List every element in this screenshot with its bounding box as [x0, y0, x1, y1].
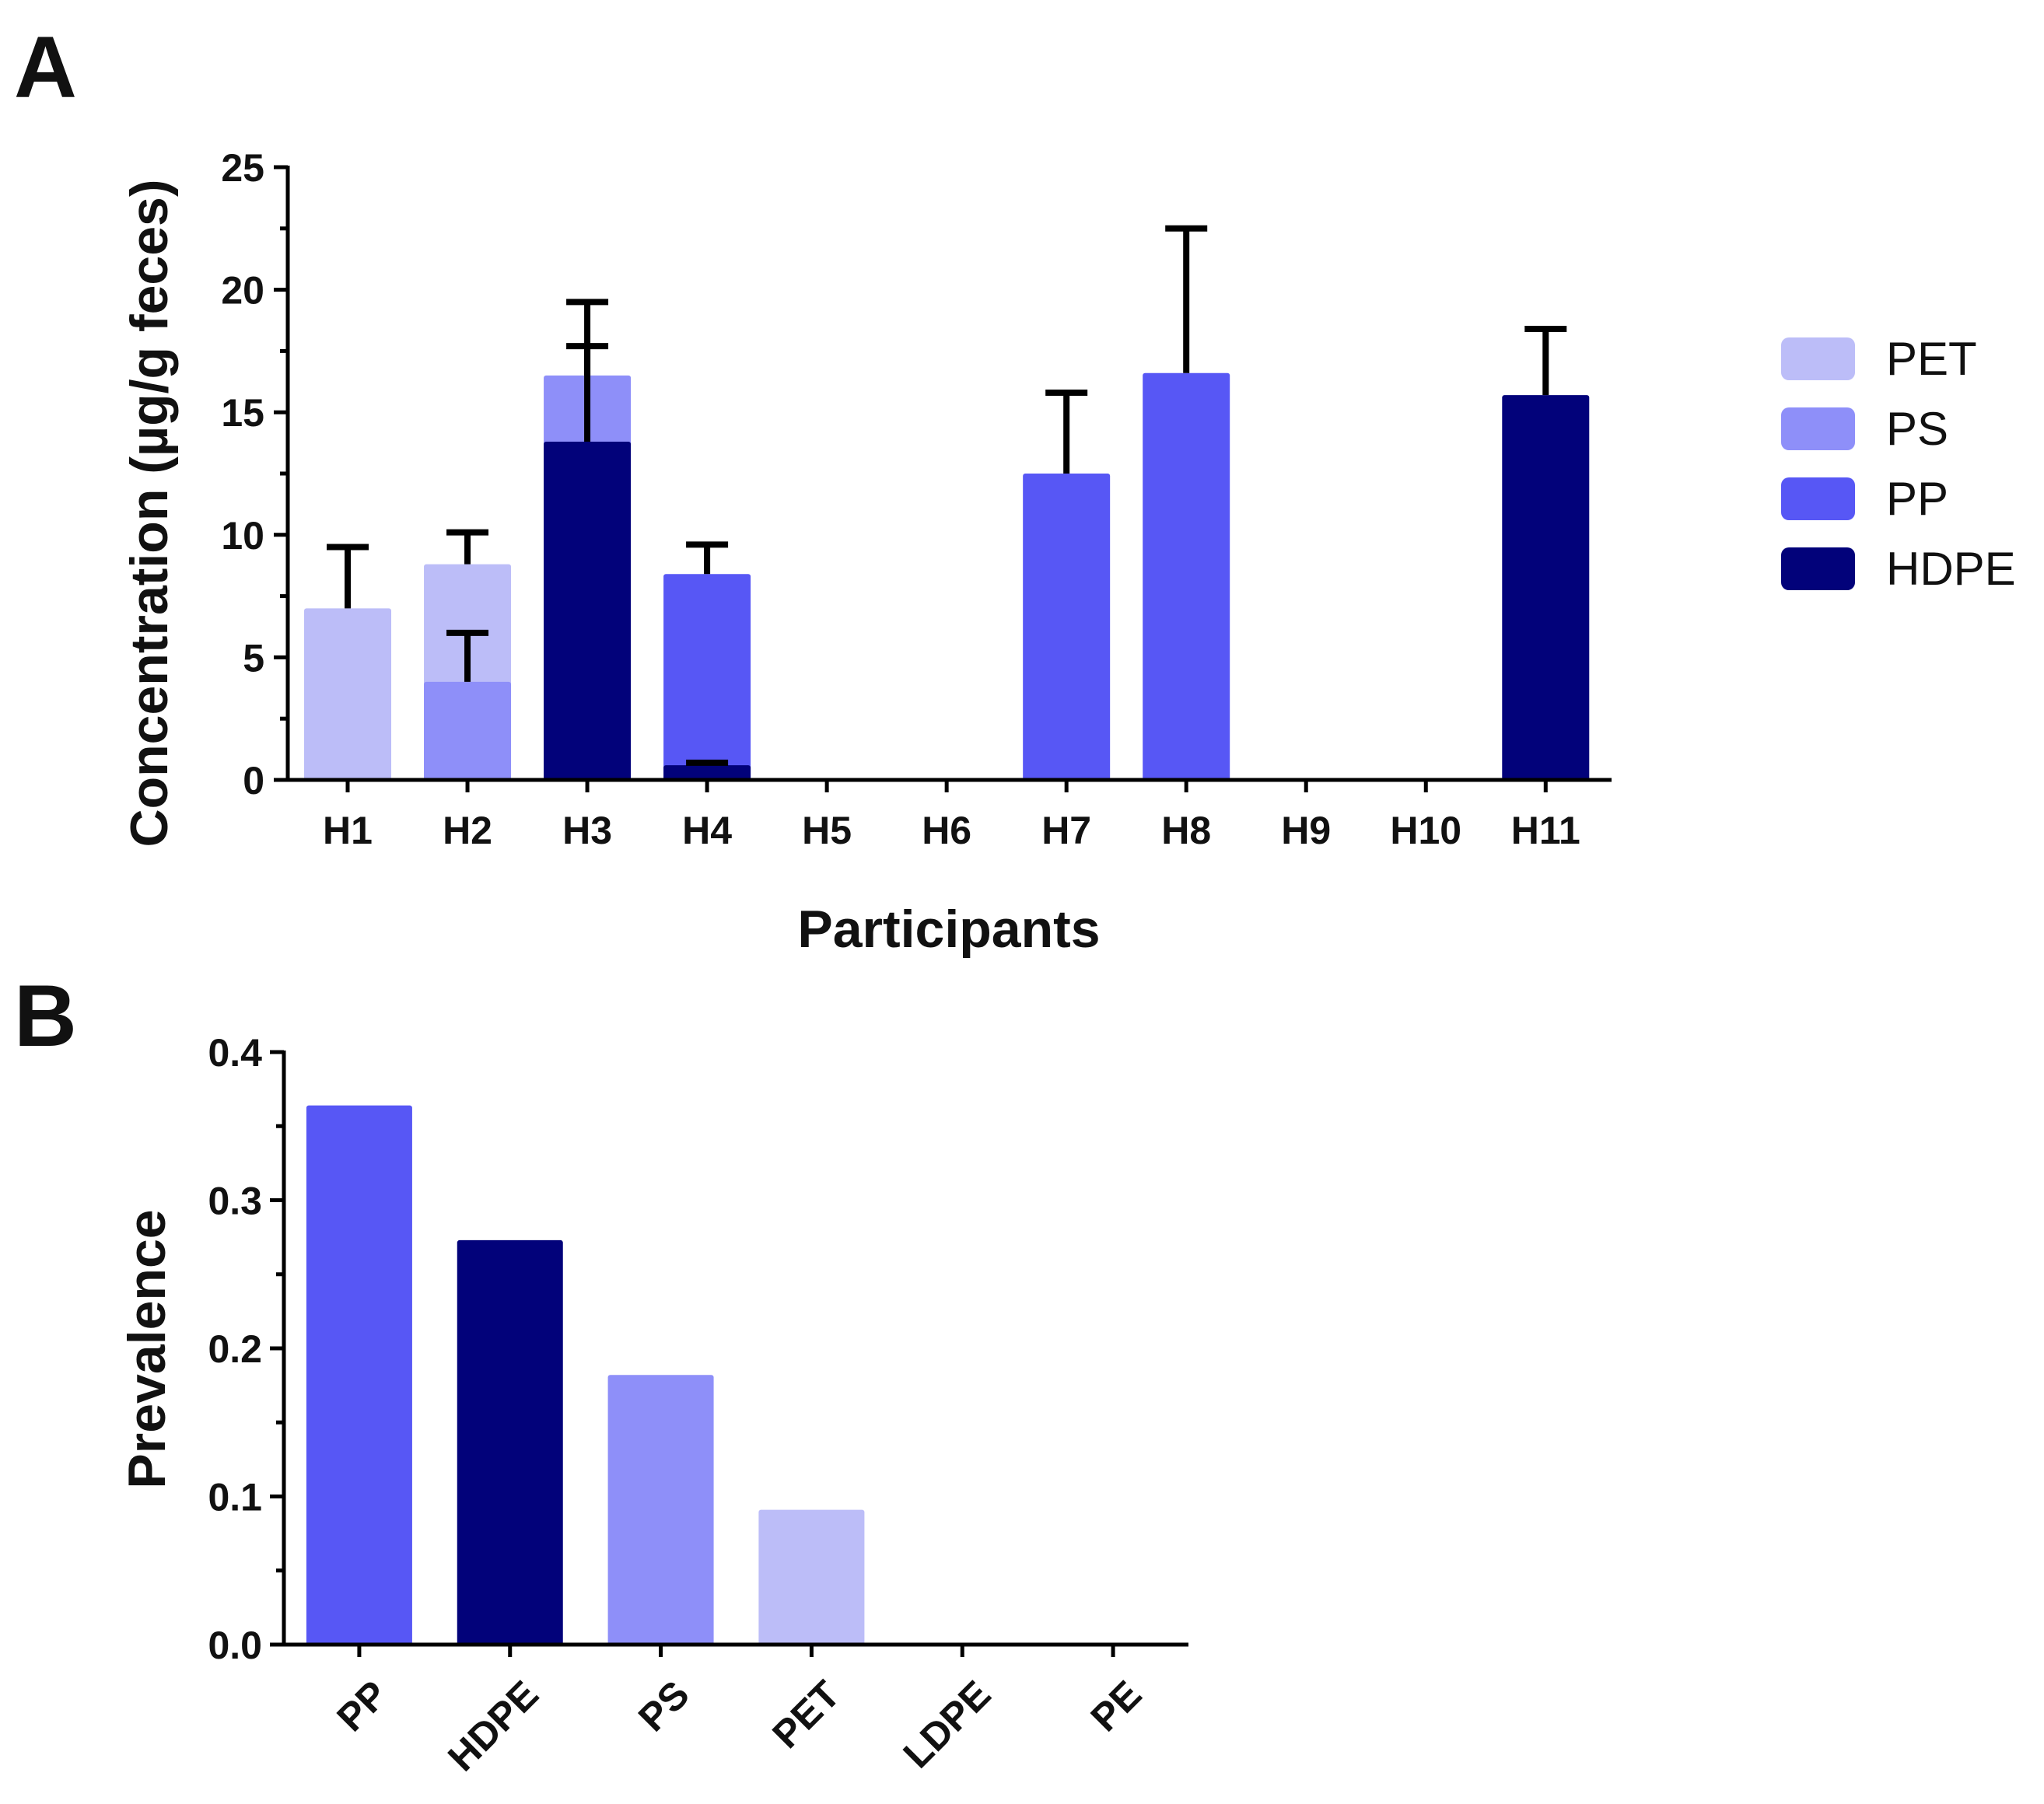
- x-tick-label-h3: H3: [562, 809, 612, 852]
- x-tick-label-hdpe: HDPE: [439, 1673, 547, 1780]
- panel-b-axes: 0.0 0.1 0.2 0.3 0.4 PP HDPE PS PET LDPE PE: [208, 1031, 1188, 1779]
- x-tick-label-h6: H6: [922, 809, 971, 852]
- y-tick-label: 10: [221, 514, 264, 558]
- x-tick-label-h9: H9: [1281, 809, 1331, 852]
- bar-h3-hdpe: [544, 442, 632, 780]
- x-tick-label-pp: PP: [328, 1673, 396, 1740]
- panel-label-a: A: [14, 19, 77, 116]
- x-tick-label-ldpe: LDPE: [895, 1673, 999, 1777]
- y-tick-label: 0.3: [208, 1180, 262, 1223]
- x-tick-label-h4: H4: [682, 809, 732, 852]
- x-tick-label-pe: PE: [1083, 1673, 1150, 1740]
- bar-h1-pet: [304, 608, 392, 780]
- panel-a-axes: 0 5 10 15 20 25 H1 H2 H3 H4 H5 H6 H7 H8 H9 H10 H11: [221, 146, 1612, 852]
- panel-a-bars: [304, 372, 1590, 780]
- x-tick-label-h11: H11: [1511, 809, 1580, 852]
- panel-a-error-bars: [327, 225, 1567, 766]
- y-tick-label: 5: [243, 636, 264, 680]
- legend-label-hdpe: HDPE: [1886, 543, 2016, 595]
- x-tick-label-ps: PS: [630, 1673, 698, 1740]
- bar-prevalence-pp: [306, 1105, 412, 1645]
- bar-h4-pp: [663, 574, 751, 780]
- x-tick-label-h5: H5: [802, 809, 852, 852]
- y-tick-label: 0: [243, 759, 264, 802]
- legend-label-pp: PP: [1886, 473, 1948, 525]
- y-tick-label: 25: [221, 146, 264, 190]
- legend-swatch-ps: [1781, 407, 1855, 450]
- panel-b-bars: [306, 1105, 865, 1645]
- y-tick-label: 0.1: [208, 1476, 262, 1519]
- panel-b: B 0.0 0.1 0.2 0.3 0.4 PP HDPE PS PET LDPE PE Preva…: [14, 967, 1188, 1779]
- x-tick-label-pet: PET: [764, 1673, 848, 1757]
- y-tick-label: 0.2: [208, 1327, 262, 1371]
- x-tick-label-h7: H7: [1041, 809, 1091, 852]
- legend: PET PS PP HDPE: [1781, 333, 2016, 595]
- bar-prevalence-ps: [607, 1375, 714, 1645]
- legend-label-ps: PS: [1886, 403, 1948, 455]
- panel-a-y-axis-label: Concentration (µg/g feces): [120, 179, 179, 847]
- x-tick-label-h10: H10: [1390, 809, 1461, 852]
- bar-h11-hdpe: [1502, 395, 1590, 780]
- legend-swatch-pet: [1781, 337, 1855, 380]
- bar-h4-hdpe: [663, 765, 751, 780]
- bar-prevalence-hdpe: [457, 1239, 563, 1645]
- x-tick-label-h2: H2: [443, 809, 492, 852]
- x-tick-label-h8: H8: [1161, 809, 1211, 852]
- panel-a-x-axis-label: Participants: [797, 900, 1100, 959]
- legend-swatch-hdpe: [1781, 547, 1855, 590]
- y-tick-label: 20: [221, 269, 264, 313]
- y-tick-label: 0.0: [208, 1624, 262, 1667]
- bar-h2-ps: [424, 681, 512, 780]
- y-tick-label: 0.4: [208, 1031, 262, 1075]
- legend-swatch-pp: [1781, 477, 1855, 520]
- panel-a: A 0 5 10 15 20 25 H1 H2 H3 H4 H5 H6 H7 H8 H9 H10 H11 Con…: [14, 19, 2016, 959]
- legend-label-pet: PET: [1886, 333, 1977, 385]
- y-tick-label: 15: [221, 391, 264, 435]
- x-tick-label-h1: H1: [323, 809, 373, 852]
- panel-label-b: B: [14, 967, 77, 1065]
- bar-prevalence-pet: [758, 1509, 865, 1645]
- bar-h8-pp: [1143, 372, 1230, 780]
- panel-b-y-axis-label: Prevalence: [117, 1209, 177, 1488]
- bar-h7-pp: [1023, 474, 1111, 780]
